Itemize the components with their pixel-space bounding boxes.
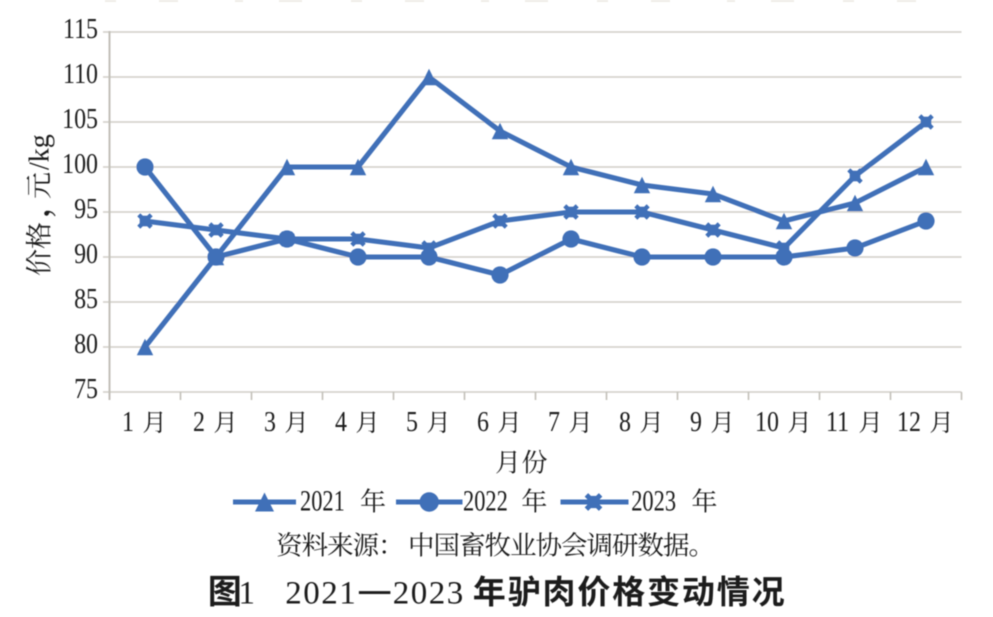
svg-text:85: 85 <box>74 283 98 314</box>
svg-text:7: 7 <box>548 406 560 437</box>
svg-text:95: 95 <box>74 193 98 224</box>
svg-text:9: 9 <box>690 406 702 437</box>
svg-text:6: 6 <box>477 406 489 437</box>
svg-text:110: 110 <box>63 58 98 89</box>
svg-text:2022: 2022 <box>463 485 508 518</box>
svg-text:8: 8 <box>619 406 631 437</box>
svg-text:2023: 2023 <box>631 485 676 518</box>
svg-text:12: 12 <box>897 406 921 437</box>
svg-text:2021: 2021 <box>300 485 345 518</box>
svg-text:4: 4 <box>335 406 347 437</box>
svg-text:2021: 2021 <box>285 576 357 612</box>
svg-text:105: 105 <box>62 103 98 134</box>
svg-text:2023: 2023 <box>393 576 465 612</box>
svg-text:115: 115 <box>63 13 98 44</box>
svg-text:1: 1 <box>122 406 134 437</box>
svg-text:5: 5 <box>406 406 418 437</box>
svg-text:/kg: /kg <box>25 134 56 170</box>
svg-text:1: 1 <box>239 576 256 612</box>
svg-text:90: 90 <box>74 238 98 269</box>
svg-text:2: 2 <box>193 406 205 437</box>
svg-text:80: 80 <box>74 328 98 359</box>
svg-text:11: 11 <box>826 406 849 437</box>
svg-text:10: 10 <box>755 406 779 437</box>
svg-text:3: 3 <box>264 406 276 437</box>
svg-text:100: 100 <box>62 148 98 179</box>
svg-text:75: 75 <box>74 373 98 404</box>
